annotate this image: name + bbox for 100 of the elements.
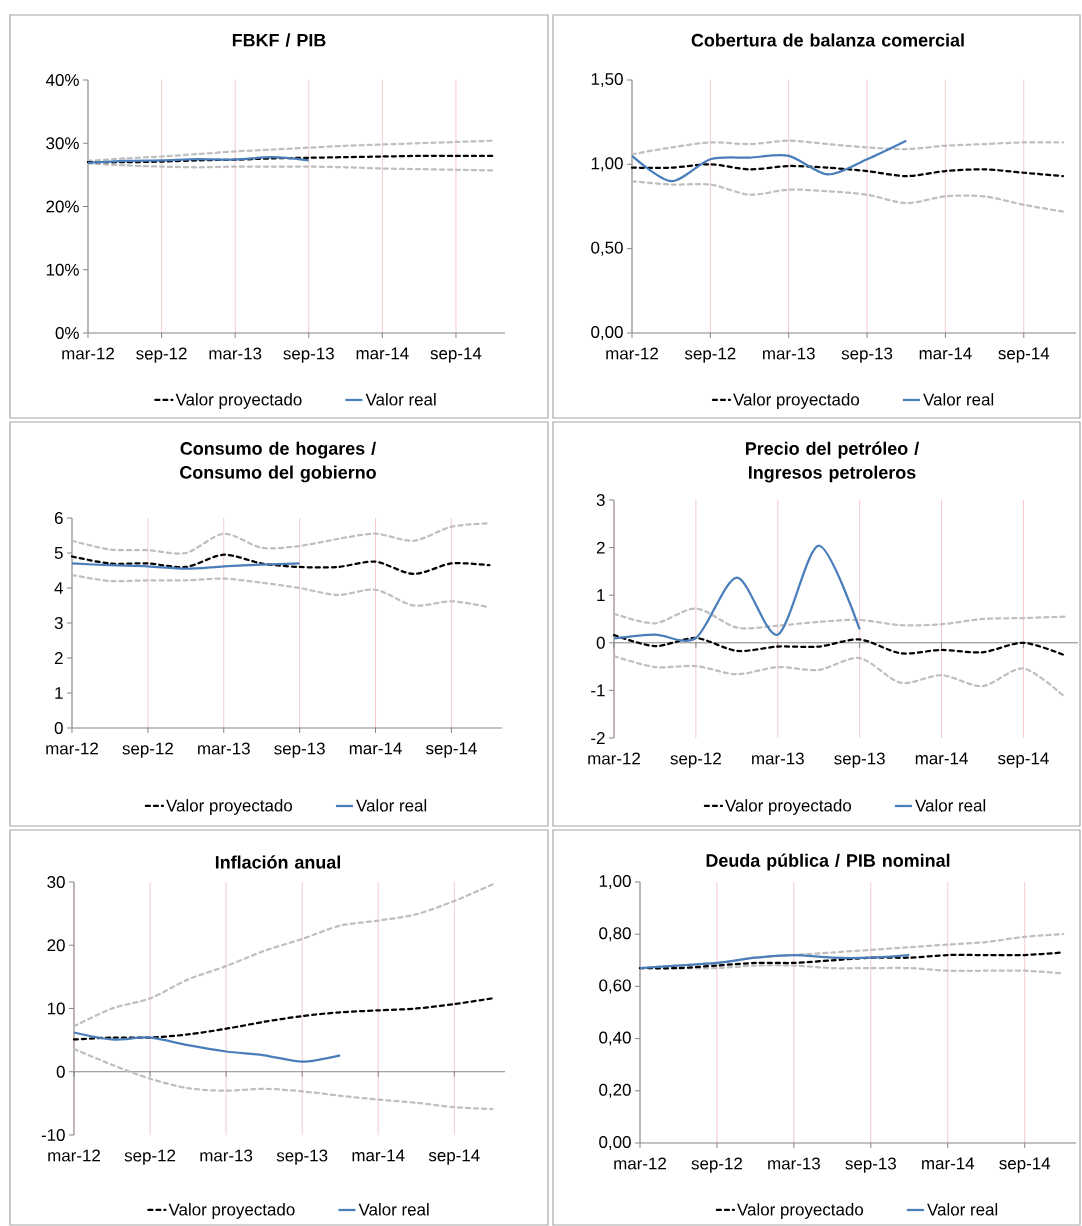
- legend-label: Valor real: [356, 799, 427, 812]
- legend-label: Valor proyectado: [175, 393, 302, 409]
- chart-title: FBKF / PIB: [232, 33, 326, 47]
- x-tick-label: mar-12: [48, 1149, 100, 1162]
- x-tick-label: sep-12: [124, 1149, 176, 1165]
- line-series: [630, 139, 1065, 156]
- x-tick-label: sep-13: [845, 1157, 896, 1173]
- y-tick-label: 0: [596, 636, 605, 649]
- x-tick-label: mar-13: [763, 347, 815, 360]
- x-tick-label: mar-14: [352, 1149, 405, 1162]
- line-series: [612, 654, 1066, 698]
- y-tick-label: 5: [54, 547, 63, 559]
- y-tick-label: 1,00: [599, 874, 631, 889]
- y-tick-label: 0,00: [599, 1135, 631, 1150]
- x-tick-label: mar-12: [62, 347, 114, 360]
- y-tick-label: 0: [54, 721, 63, 734]
- chart-title: Precio del petróleo / Ingresos petroleros: [746, 441, 920, 483]
- x-tick-label: sep-12: [122, 742, 173, 758]
- line-series: [612, 607, 1066, 630]
- y-tick-label: 0%: [55, 326, 79, 339]
- y-tick-label: 1: [55, 687, 63, 699]
- y-tick-label: 0,80: [599, 927, 631, 942]
- x-tick-label: sep-13: [276, 1149, 328, 1165]
- line-series: [630, 180, 1065, 213]
- x-tick-label: sep-12: [684, 347, 736, 363]
- x-tick-label: sep-14: [430, 347, 482, 363]
- legend-label: Valor real: [923, 393, 994, 406]
- legend-label: Valor proyectado: [737, 1203, 864, 1219]
- line-series: [630, 163, 1065, 178]
- x-tick-label: mar-14: [356, 347, 409, 360]
- x-tick-label: mar-13: [209, 347, 262, 360]
- legend-label: Valor real: [358, 1203, 429, 1216]
- x-tick-label: mar-14: [922, 1157, 975, 1170]
- y-tick-label: 10%: [46, 263, 79, 276]
- line-series: [612, 634, 1066, 657]
- y-tick-label: 20%: [46, 200, 79, 213]
- y-tick-label: 0,60: [599, 979, 631, 994]
- x-tick-label: mar-13: [198, 742, 250, 755]
- y-tick-label: 1,50: [591, 72, 623, 87]
- line-series: [638, 953, 911, 970]
- y-tick-label: 0,40: [599, 1031, 631, 1046]
- x-tick-label: mar-12: [588, 752, 640, 765]
- chart-title: Deuda pública / PIB nominal: [706, 853, 950, 871]
- line-series: [72, 883, 494, 1028]
- y-tick-label: 2: [54, 652, 63, 664]
- line-series: [70, 522, 491, 555]
- y-tick-label: 1: [597, 589, 605, 602]
- legend-label: Valor real: [927, 1203, 998, 1216]
- x-tick-label: sep-14: [998, 347, 1050, 363]
- x-tick-label: sep-12: [670, 752, 721, 768]
- x-tick-label: sep-14: [997, 752, 1049, 768]
- x-tick-label: sep-13: [274, 742, 325, 758]
- y-tick-label: 6: [54, 511, 63, 524]
- x-tick-label: mar-12: [46, 742, 98, 755]
- line-series: [72, 1047, 494, 1111]
- chart-title: Consumo de hogares / Consumo del gobierno: [180, 441, 376, 483]
- chart-title: Inflación anual: [215, 855, 341, 869]
- x-tick-label: sep-12: [691, 1157, 742, 1173]
- y-tick-label: 0: [56, 1065, 65, 1078]
- x-tick-label: mar-14: [919, 347, 972, 360]
- x-tick-label: mar-12: [606, 347, 658, 360]
- legend-label: Valor real: [365, 393, 436, 406]
- x-tick-label: sep-12: [136, 347, 187, 363]
- line-series: [72, 1031, 342, 1063]
- y-tick-label: -1: [591, 684, 605, 697]
- y-tick-label: 10: [47, 1002, 65, 1015]
- legend-label: Valor proyectado: [166, 799, 293, 815]
- y-tick-label: 4: [54, 582, 63, 594]
- y-tick-label: 0,00: [591, 325, 623, 340]
- x-tick-label: mar-14: [349, 742, 402, 755]
- x-tick-label: sep-13: [841, 347, 893, 363]
- line-series: [70, 553, 491, 576]
- y-tick-label: 30: [47, 876, 65, 888]
- y-tick-label: -10: [41, 1128, 65, 1141]
- y-tick-label: 0,20: [599, 1083, 631, 1098]
- y-tick-label: 0,50: [591, 241, 623, 256]
- x-tick-label: sep-13: [834, 752, 885, 768]
- legend-label: Valor proyectado: [725, 799, 852, 815]
- x-tick-label: sep-14: [999, 1157, 1051, 1173]
- x-tick-label: mar-14: [915, 752, 968, 765]
- y-tick-label: 3: [54, 616, 63, 629]
- y-tick-label: 3: [596, 493, 605, 506]
- line-series: [72, 997, 494, 1041]
- y-tick-label: 40%: [45, 73, 79, 86]
- x-tick-label: mar-13: [200, 1149, 253, 1162]
- x-tick-label: mar-13: [768, 1157, 820, 1170]
- line-series: [630, 139, 908, 183]
- y-tick-label: -2: [591, 732, 605, 744]
- y-tick-label: 2: [596, 541, 605, 554]
- legend-label: Valor proyectado: [733, 393, 860, 409]
- legend-label: Valor proyectado: [168, 1203, 295, 1219]
- x-tick-label: sep-14: [428, 1149, 480, 1165]
- line-series: [86, 154, 494, 164]
- y-tick-label: 1,00: [591, 157, 623, 172]
- x-tick-label: sep-14: [425, 742, 477, 758]
- chart-title: Cobertura de balanza comercial: [691, 33, 964, 47]
- legend-label: Valor real: [915, 799, 986, 812]
- y-tick-label: 30%: [46, 137, 79, 150]
- y-tick-label: 20: [47, 939, 65, 952]
- x-tick-label: sep-13: [283, 347, 334, 363]
